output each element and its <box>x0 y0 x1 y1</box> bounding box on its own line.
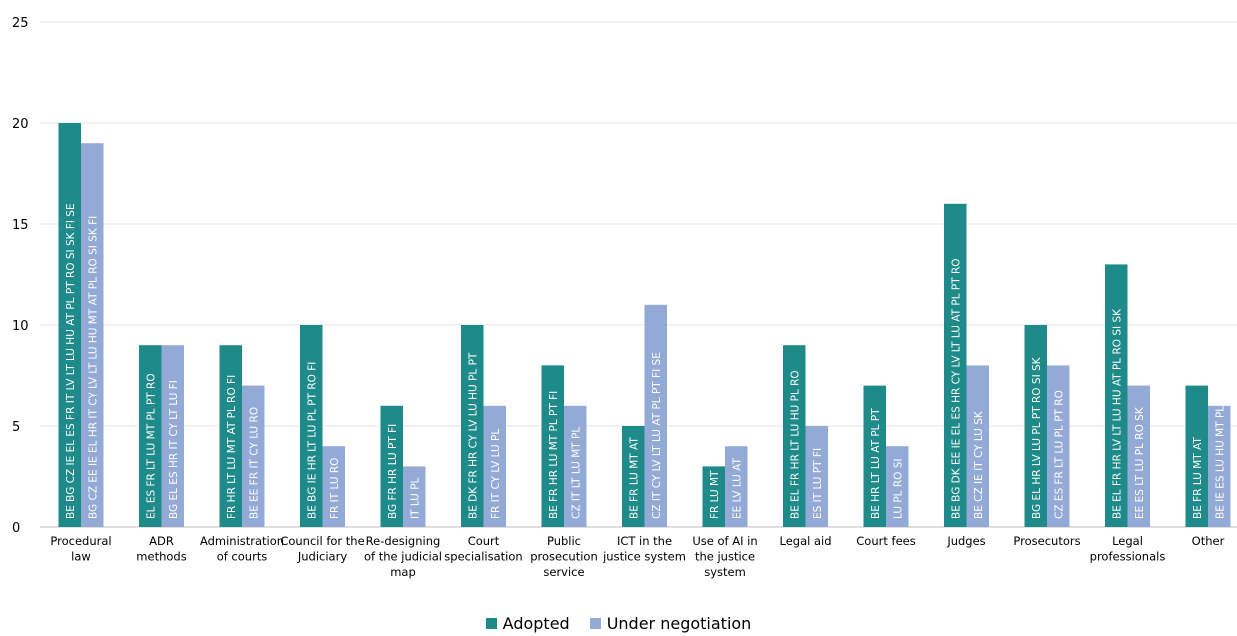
legend-label-under-negotiation: Under negotiation <box>606 613 752 633</box>
bar-under-negotiation-6 <box>564 405 587 527</box>
x-category-label-1: ADR methods <box>136 534 186 564</box>
bar-adopted-0 <box>58 123 81 527</box>
bar-label-under-negotiation-2: BE EE FR IT CY LU RO <box>248 407 260 519</box>
bar-under-negotiation-2 <box>242 385 265 527</box>
x-category-label-4: Re-designing of the judicial map <box>364 534 442 579</box>
x-category-label-9: Legal aid <box>779 534 831 548</box>
bar-adopted-12 <box>1024 325 1047 527</box>
x-category-label-8: Use of AI in the justice system <box>692 534 757 579</box>
bar-label-adopted-4: BG FR HR LU PT FI <box>387 424 399 519</box>
bar-under-negotiation-1 <box>161 345 184 527</box>
y-tick-label-15: 15 <box>12 218 29 233</box>
bar-label-adopted-13: BE EL FR HR LV LT LU HU AT PL RO SI SK <box>1111 308 1123 519</box>
bar-under-negotiation-9 <box>805 426 828 527</box>
bar-adopted-7 <box>622 426 645 527</box>
x-category-label-7: ICT in the justice system <box>602 534 686 564</box>
bar-label-under-negotiation-10: LU PL RO SI <box>892 458 904 519</box>
x-category-label-11: Judges <box>946 534 985 548</box>
bar-label-under-negotiation-5: FR IT CY LV LU PL <box>490 429 502 519</box>
bar-chart: 0 5 10 15 20 25 BE BG CZ IE EL ES FR IT LV LT… <box>12 16 1237 579</box>
x-axis: Procedural law ADR methods Administration of … <box>50 534 1224 579</box>
bar-adopted-8 <box>702 466 725 527</box>
bar-label-under-negotiation-7: CZ IT CY LV LT LU AT PL PT FI SE <box>651 352 663 519</box>
x-category-label-10: Court fees <box>856 534 915 548</box>
x-category-label-0: Procedural law <box>50 534 111 564</box>
bars: BE BG CZ IE EL ES FR IT LV LT LU HU AT P… <box>58 123 1231 528</box>
legend-swatch-adopted <box>485 617 497 629</box>
bar-under-negotiation-7 <box>644 304 667 527</box>
bar-label-under-negotiation-12: CZ ES FR LT LU PL PT RO <box>1053 390 1065 519</box>
bar-under-negotiation-4 <box>403 466 426 527</box>
bar-label-under-negotiation-3: FR IT LU RO <box>329 458 341 519</box>
bar-label-adopted-12: BG EL HR LV LU PL PT RO SI SK <box>1031 356 1043 519</box>
bar-adopted-2 <box>219 345 242 527</box>
bar-under-negotiation-13 <box>1127 385 1150 527</box>
bar-adopted-5 <box>461 325 484 527</box>
y-tick-label-10: 10 <box>12 319 29 334</box>
x-category-label-13: Legal professionals <box>1090 534 1166 564</box>
bar-label-under-negotiation-14: BE IE ES LU HU MT PL <box>1214 406 1226 519</box>
bar-label-under-negotiation-1: BG EL ES HR IT CY LT LU FI <box>168 380 180 519</box>
bar-adopted-11 <box>944 203 967 528</box>
bar-label-adopted-1: EL ES FR LT LU MT PL PT RO <box>145 373 157 519</box>
bar-label-adopted-2: FR HR LT LU MT AT PL RO FI <box>226 375 238 519</box>
x-category-label-12: Prosecutors <box>1013 534 1080 548</box>
bar-label-adopted-6: BE FR HR LU MT PL PT FI <box>548 391 560 519</box>
bar-adopted-10 <box>863 385 886 527</box>
bar-adopted-6 <box>541 365 564 527</box>
bar-under-negotiation-8 <box>725 446 748 527</box>
bar-adopted-13 <box>1105 264 1128 527</box>
x-category-label-5: Court specialisation <box>444 534 522 564</box>
bar-label-adopted-9: BE EL FR HR LT LU HU PL RO <box>789 370 801 519</box>
bar-under-negotiation-14 <box>1208 405 1231 527</box>
bar-label-under-negotiation-4: IT LU PL <box>409 477 421 519</box>
y-tick-label-0: 0 <box>12 521 20 536</box>
x-category-label-3: Council for the Judiciary <box>280 534 364 564</box>
y-tick-label-25: 25 <box>12 16 29 31</box>
bar-label-under-negotiation-6: CZ IT LT LU MT PL <box>570 427 582 519</box>
y-tick-label-5: 5 <box>12 420 20 435</box>
bar-adopted-1 <box>139 345 162 527</box>
bar-label-adopted-5: BE DK FR HR CY LV LU HU PL PT <box>467 352 479 519</box>
bar-label-adopted-7: BE FR LU MT AT <box>628 437 640 519</box>
bar-adopted-9 <box>783 345 806 527</box>
bar-label-under-negotiation-9: ES IT LU PT FI <box>812 448 824 519</box>
legend-swatch-under-negotiation <box>589 617 601 629</box>
x-category-label-6: Public prosecution service <box>530 534 598 579</box>
bar-under-negotiation-0 <box>81 143 104 527</box>
bar-adopted-14 <box>1185 385 1208 527</box>
legend-item-under-negotiation: Under negotiation <box>589 613 752 633</box>
x-category-label-2: Administration of courts <box>200 534 284 564</box>
bar-label-adopted-10: BE HR LT LU AT PL PT <box>870 408 882 519</box>
bar-label-adopted-0: BE BG CZ IE EL ES FR IT LV LT LU HU AT P… <box>65 203 77 519</box>
x-category-label-14: Other <box>1192 534 1225 548</box>
y-axis: 0 5 10 15 20 25 <box>12 16 29 536</box>
bar-under-negotiation-10 <box>886 446 909 527</box>
legend-item-adopted: Adopted <box>485 613 570 633</box>
bar-label-under-negotiation-0: BG CZ EE IE EL HR IT CY LV LT LU HU MT A… <box>87 216 99 519</box>
bar-adopted-4 <box>380 405 403 527</box>
bar-label-adopted-3: BE BG IE HR LT LU PL PT RO FI <box>306 362 318 519</box>
legend: Adopted Under negotiation <box>0 610 1237 636</box>
bar-label-adopted-11: BE BG DK EE IE EL ES HR CY LV LT LU AT P… <box>950 258 962 519</box>
bar-adopted-3 <box>300 325 323 527</box>
y-tick-label-20: 20 <box>12 117 29 132</box>
bar-label-under-negotiation-8: EE LV LU AT <box>731 457 743 519</box>
bar-label-under-negotiation-11: BE CZ IE IT CY LU SK <box>973 410 985 519</box>
bar-under-negotiation-3 <box>322 446 345 527</box>
bar-under-negotiation-5 <box>483 405 506 527</box>
bar-under-negotiation-12 <box>1047 365 1070 527</box>
legend-label-adopted: Adopted <box>502 613 570 633</box>
bar-label-under-negotiation-13: EE ES LT LU PL RO SK <box>1134 406 1146 519</box>
bar-label-adopted-8: FR LU MT <box>709 470 721 519</box>
bar-label-adopted-14: BE FR LU MT AT <box>1192 437 1204 519</box>
bar-under-negotiation-11 <box>966 365 989 527</box>
